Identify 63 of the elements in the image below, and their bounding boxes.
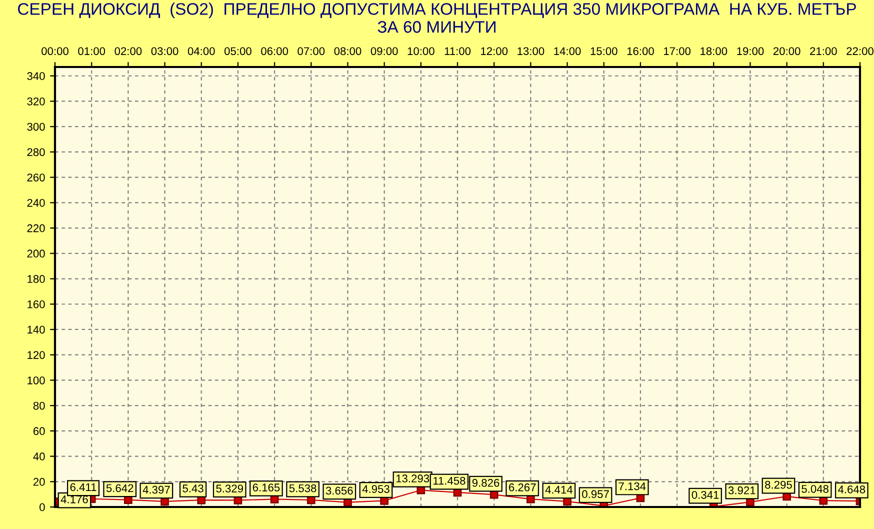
data-label: 8.295 (765, 480, 792, 489)
x-tick-label: 14:00 (554, 47, 581, 56)
y-tick-label: 60 (33, 427, 45, 436)
y-tick-label: 100 (28, 376, 45, 384)
x-tick-label: 10:00 (408, 47, 434, 56)
data-label: 4.648 (838, 485, 866, 494)
x-tick-label: 05:00 (224, 47, 252, 56)
x-tick-label: 09:00 (370, 47, 398, 56)
x-tick-label: 21:00 (810, 47, 837, 56)
x-tick-label: 06:00 (261, 47, 288, 56)
data-label: 4.397 (142, 486, 170, 494)
x-tick-label: 17:00 (664, 47, 691, 56)
x-tick-label: 15:00 (590, 47, 618, 56)
data-label: 0.957 (582, 490, 609, 498)
data-label: 3.656 (326, 486, 353, 495)
x-tick-label: 13:00 (518, 47, 544, 56)
y-tick-label: 320 (27, 98, 45, 106)
data-label: 5.538 (289, 484, 316, 492)
data-label: 4.414 (545, 486, 573, 494)
y-tick-label: 200 (27, 250, 45, 258)
x-tick-label: 18:00 (700, 47, 728, 56)
y-tick-label: 40 (33, 452, 45, 460)
x-tick-label: 20:00 (773, 47, 800, 56)
y-tick-label: 300 (27, 122, 45, 131)
y-tick-label: 220 (27, 224, 45, 232)
x-tick-label: 07:00 (298, 47, 325, 56)
data-label: 7.134 (618, 482, 646, 490)
y-tick-label: 80 (33, 402, 45, 410)
x-tick-label: 04:00 (188, 47, 215, 56)
y-tick-label: 160 (28, 300, 45, 308)
y-tick-label: 0 (40, 503, 45, 512)
y-tick-label: 340 (27, 72, 45, 80)
x-tick-label: 03:00 (151, 47, 178, 56)
data-label: 5.048 (802, 484, 828, 493)
y-tick-label: 260 (27, 174, 45, 182)
y-tick-label: 280 (27, 148, 45, 156)
data-label: 9.826 (472, 478, 500, 487)
x-tick-label: 01:00 (78, 47, 106, 56)
x-tick-label: 02:00 (114, 47, 142, 56)
x-tick-label: 22:00 (846, 47, 874, 56)
x-tick-label: 11:00 (444, 47, 471, 56)
data-label: 6.267 (509, 483, 536, 492)
y-tick-label: 120 (28, 351, 45, 359)
chart-title: СЕРЕН ДИОКСИД (SO2) ПРЕДЕЛНО ДОПУСТИМА КОНЦЕНТРАЦИЯ 350 МИКРОГРАМА НА КУБ. МЕТЪР ЗА 60 МИНУТИ (18, 2, 856, 33)
y-tick-label: 180 (28, 275, 45, 283)
data-label: 5.642 (106, 484, 134, 492)
data-label: 5.329 (216, 484, 243, 492)
data-label: 4.953 (362, 485, 390, 493)
data-label: 6.165 (252, 484, 280, 492)
x-tick-label: 00:00 (42, 47, 68, 56)
data-label: 11.458 (433, 476, 466, 485)
data-label: 5.43 (182, 484, 204, 492)
y-tick-label: 20 (33, 478, 45, 486)
x-tick-label: 08:00 (334, 47, 362, 56)
x-tick-label: 19:00 (737, 47, 764, 56)
x-tick-label: 16:00 (627, 47, 654, 56)
y-tick-label: 240 (27, 198, 45, 207)
data-label: 13.293 (396, 474, 430, 482)
data-label: 3.921 (728, 486, 756, 494)
y-tick-label: 140 (28, 326, 45, 334)
data-label: 0.341 (692, 490, 719, 499)
data-label: 6.411 (70, 483, 96, 492)
x-tick-label: 12:00 (481, 47, 508, 56)
